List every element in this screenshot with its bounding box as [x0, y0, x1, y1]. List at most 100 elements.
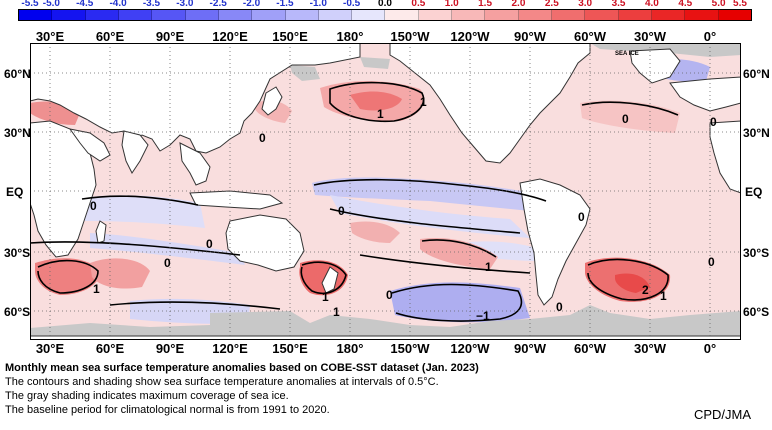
colorbar-segment [118, 10, 153, 20]
contour-label: 0 [622, 112, 629, 126]
land-australia [225, 214, 305, 272]
south-indian-warm [35, 258, 101, 295]
contour-south-atlantic [587, 258, 669, 301]
colorbar-segment [152, 10, 186, 20]
longitude-label: 150°W [390, 29, 430, 44]
sea-ice-okhotsk [290, 65, 320, 81]
contour-equatorial [313, 178, 547, 202]
colorbar-segment [85, 10, 119, 20]
longitude-label: 90°W [514, 29, 546, 44]
lat-label-left: 60°S [4, 305, 31, 319]
longitude-label: 0° [703, 341, 717, 356]
contour-label-group: 1 0 1 0 0 0 0 1 0 0 1 1 0 1 −1 2 1 0 0 0 [90, 95, 717, 323]
colorbar-segment [552, 10, 586, 20]
colorbar-tick-label: 0.0 [378, 0, 392, 9]
colorbar-segment [585, 10, 619, 20]
colorbar-segment [352, 10, 386, 20]
colorbar-tick-label: 3.5 [611, 0, 626, 9]
land-africa-east [709, 120, 741, 194]
land-europe [669, 76, 741, 112]
lat-label-left: 60°N [4, 67, 31, 81]
south-atlantic-warm-core [615, 273, 650, 293]
lat-label-right: 30°S [743, 246, 770, 260]
contour-southern [391, 283, 523, 322]
colorbar-tick-label: -1.5 [276, 0, 294, 9]
land-japan [261, 86, 283, 116]
caption-line: The baseline period for climatological n… [5, 404, 330, 416]
longitude-label: 180° [336, 341, 364, 356]
colorbar [18, 9, 752, 21]
colorbar-tick-label: 5.0 [711, 0, 726, 9]
colorbar-segment [385, 10, 419, 20]
credit: CPD/JMA [693, 407, 751, 422]
colorbar-tick-label: -0.5 [343, 0, 361, 9]
south-indian-warm-2 [90, 258, 150, 289]
caption: Monthly mean sea surface temperature ano… [5, 361, 479, 417]
longitude-label: 180° [336, 29, 364, 44]
longitude-label: 30°W [634, 29, 666, 44]
lat-label-right: 60°N [743, 67, 770, 81]
caption-title: Monthly mean sea surface temperature ano… [5, 362, 479, 374]
longitude-label: 90°E [155, 341, 185, 356]
contour-tasman [300, 261, 347, 295]
negative-anomaly-regions [80, 59, 710, 324]
lat-label-left: 30°N [4, 126, 31, 140]
contour-zero-far-south [109, 301, 281, 310]
contour-label: 1 [322, 290, 329, 304]
longitude-label: 30°E [35, 29, 65, 44]
contour-label: 0 [90, 199, 97, 213]
contour-north-pacific [329, 81, 425, 123]
lat-label-right: 30°N [743, 126, 770, 140]
colorbar-segment [485, 10, 519, 20]
colorbar-segment [218, 10, 253, 20]
contour-label: 1 [93, 282, 100, 296]
land-greenland [629, 48, 681, 84]
longitude-label: 0° [703, 29, 717, 44]
lat-label-right: EQ [745, 185, 763, 199]
contour-south-pacific [421, 239, 497, 258]
lat-label-right: 60°S [743, 305, 770, 319]
indian-ocean-cool [80, 195, 205, 228]
sea-ice-antarctic [210, 305, 741, 340]
land-india [121, 130, 149, 174]
contour-atlantic-north [581, 101, 679, 116]
caption-line: The gray shading indicates maximum cover… [5, 390, 289, 402]
contour-label: 0 [259, 131, 266, 145]
contour-equatorial-2 [329, 208, 521, 234]
contour-label: 0 [708, 255, 715, 269]
colorbar-segment [718, 10, 751, 20]
colorbar-tick-label: 4.0 [644, 0, 659, 9]
land-north-america [389, 43, 591, 164]
land-masses [30, 43, 741, 340]
land-eurasia [30, 43, 361, 154]
map-frame [30, 43, 741, 340]
colorbar-tick-label: -4.0 [109, 0, 127, 9]
colorbar-segment [52, 10, 86, 20]
positive-anomaly-regions [30, 80, 680, 302]
colorbar-tick-label: 3.0 [578, 0, 593, 9]
north-pacific-warm-core [350, 91, 402, 111]
colorbar-tick-label: -4.5 [76, 0, 94, 9]
colorbar-tick-label: -5.0 [42, 0, 60, 9]
contour-label: 0 [206, 237, 213, 251]
colorbar-tick-label: 4.5 [678, 0, 693, 9]
longitude-label: 120°W [450, 29, 490, 44]
land-indonesia [189, 190, 284, 210]
longitude-label: 120°E [212, 29, 248, 44]
contour-label: 1 [377, 107, 384, 121]
colorbar-segment [618, 10, 652, 20]
contour-label: 0 [556, 300, 563, 314]
contour-label: −1 [476, 309, 490, 323]
colorbar-tick-label: -3.5 [142, 0, 161, 9]
colorbar-segment [651, 10, 686, 20]
longitude-label: 90°E [155, 29, 185, 44]
contour-label: 1 [485, 260, 492, 274]
tropical-pacific-cold-tongue [312, 177, 550, 213]
colorbar-tick-label: -3.0 [176, 0, 194, 9]
south-pacific-warm [420, 237, 498, 269]
sst-anomaly-map: 1 0 1 0 0 0 0 1 0 0 1 1 0 1 −1 2 1 0 0 0… [30, 43, 741, 340]
caption-line: The contours and shading show sea surfac… [5, 376, 439, 388]
equatorial-pacific-cool-band [330, 195, 530, 238]
indian-ocean-cool-south [90, 233, 245, 265]
longitude-label: 150°W [390, 341, 430, 356]
